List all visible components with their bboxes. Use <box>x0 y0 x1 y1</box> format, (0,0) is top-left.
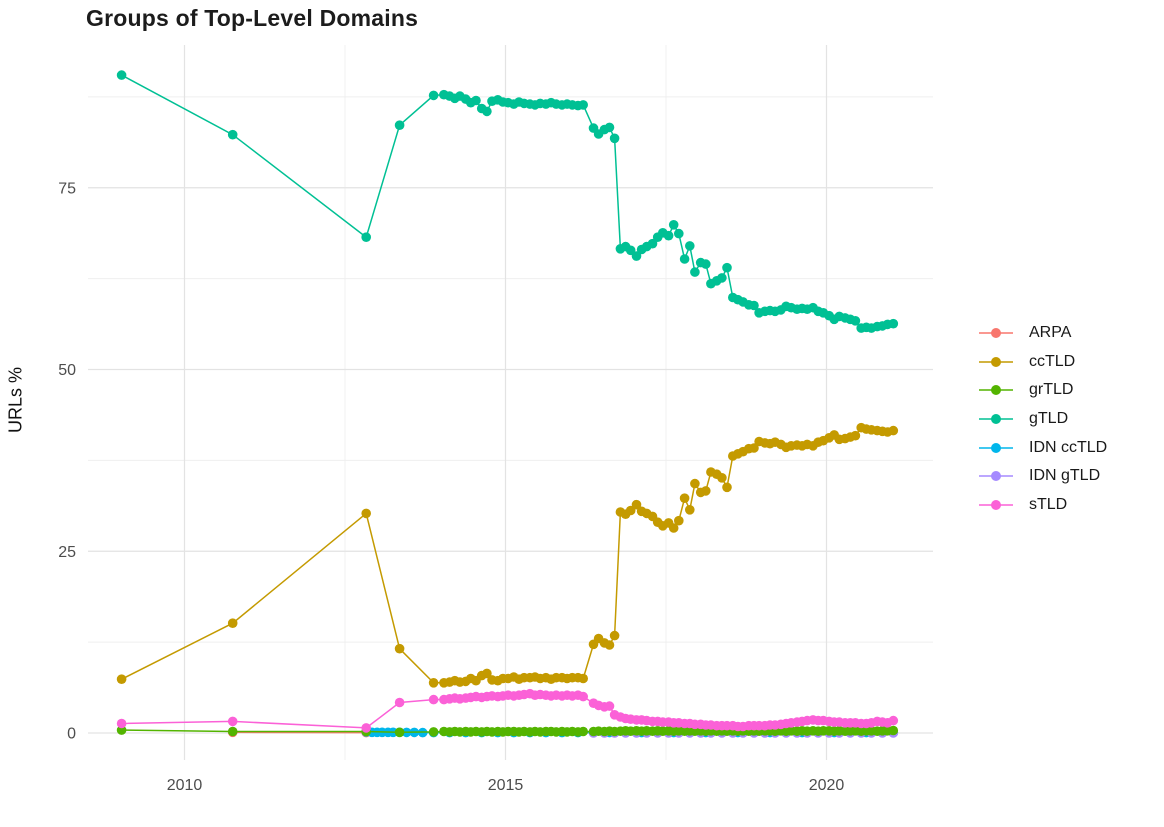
data-point-stld <box>116 718 127 729</box>
data-point-gtld <box>604 122 615 133</box>
data-point-gtld <box>690 267 700 277</box>
data-point-grtld <box>888 725 899 736</box>
data-point-cctld <box>701 486 711 496</box>
data-point-gtld <box>749 300 759 311</box>
data-point-cctld <box>625 505 636 516</box>
data-point-gtld <box>471 95 481 106</box>
legend-label: ARPA <box>1029 324 1072 342</box>
legend-key-icon <box>979 385 1013 396</box>
data-point-stld <box>394 697 405 708</box>
legend-label: gTLD <box>1029 410 1069 428</box>
data-point-cctld <box>888 425 899 436</box>
legend-key-icon <box>979 414 1013 425</box>
data-point-gtld <box>722 262 732 273</box>
data-point-cctld <box>674 515 684 526</box>
legend-item-cctld: ccTLD <box>978 348 1107 377</box>
x-tick-label: 2020 <box>809 777 845 794</box>
data-point-cctld <box>722 482 732 493</box>
data-point-cctld <box>685 505 695 515</box>
data-point-gtld <box>674 228 684 239</box>
data-point-stld <box>428 694 439 705</box>
data-point-cctld <box>850 430 861 441</box>
data-point-grtld <box>578 726 588 737</box>
y-tick-label: 25 <box>58 544 76 561</box>
legend-key-icon <box>979 499 1013 510</box>
legend: ARPA ccTLD grTLD gTLD IDN ccTLD IDN gTLD sTLD <box>978 319 1107 519</box>
legend-item-idn-cctld: IDN ccTLD <box>978 433 1107 462</box>
data-point-gtld <box>685 241 695 251</box>
legend-key-icon <box>979 328 1013 339</box>
data-point-cctld <box>749 443 759 453</box>
data-point-cctld <box>116 674 127 684</box>
data-point-cctld <box>361 508 372 519</box>
y-tick-label: 50 <box>58 362 76 379</box>
data-point-grtld <box>227 726 238 737</box>
legend-item-gtld: gTLD <box>978 405 1107 434</box>
x-tick-label: 2010 <box>167 777 203 794</box>
legend-label: sTLD <box>1029 495 1068 513</box>
data-point-gtld <box>578 100 588 110</box>
data-point-cctld <box>690 478 700 489</box>
data-point-gtld <box>701 259 711 269</box>
data-point-stld <box>227 716 238 727</box>
legend-label: ccTLD <box>1029 352 1076 370</box>
data-point-cctld <box>717 473 727 483</box>
data-point-gtld <box>668 220 679 230</box>
data-point-grtld <box>428 727 439 737</box>
legend-item-grtld: grTLD <box>978 376 1107 405</box>
data-point-gtld <box>428 90 439 101</box>
series-line-gtld <box>121 74 894 329</box>
data-point-gtld <box>394 120 405 130</box>
data-point-stld <box>888 715 899 726</box>
data-point-stld <box>578 691 588 702</box>
data-point-cctld <box>428 678 439 688</box>
y-tick-label: 75 <box>58 180 76 197</box>
data-point-stld <box>361 723 372 733</box>
data-point-gtld <box>679 254 690 264</box>
data-point-grtld <box>116 725 127 735</box>
data-point-gtld <box>625 245 636 256</box>
data-point-gtld <box>482 106 492 117</box>
data-point-gtld <box>850 316 861 326</box>
data-point-gtld <box>717 273 727 283</box>
data-point-cctld <box>604 640 615 650</box>
data-point-cctld <box>668 523 679 533</box>
series-line-cctld <box>121 426 894 684</box>
legend-key-icon <box>979 356 1013 367</box>
data-point-grtld <box>394 727 405 738</box>
legend-key-icon <box>979 471 1013 482</box>
data-point-gtld <box>227 129 238 140</box>
data-point-gtld <box>609 133 620 144</box>
y-axis-title: URLs % <box>5 366 26 434</box>
data-point-gtld <box>888 318 899 329</box>
data-point-cctld <box>578 673 588 684</box>
y-tick-label: 0 <box>67 726 76 743</box>
data-point-cctld <box>394 643 405 654</box>
data-point-stld <box>604 701 615 711</box>
data-point-cctld <box>609 630 620 641</box>
legend-item-idn-gtld: IDN gTLD <box>978 462 1107 491</box>
data-point-cctld <box>679 493 690 504</box>
data-point-gtld <box>663 230 674 241</box>
data-point-cctld <box>227 618 238 628</box>
legend-label: IDN gTLD <box>1029 467 1101 485</box>
chart-title: Groups of Top-Level Domains <box>86 5 419 31</box>
data-point-gtld <box>116 70 127 80</box>
data-point-cctld <box>482 668 492 679</box>
data-point-cctld <box>631 499 642 510</box>
legend-key-icon <box>979 442 1013 453</box>
legend-label: IDN ccTLD <box>1029 438 1108 456</box>
legend-item-stld: sTLD <box>978 491 1107 520</box>
legend-item-arpa: ARPA <box>978 319 1107 348</box>
x-tick-label: 2015 <box>488 777 524 794</box>
data-point-gtld <box>361 232 372 242</box>
data-point-gtld <box>647 238 658 249</box>
data-point-gtld <box>631 251 642 261</box>
legend-label: grTLD <box>1029 381 1074 399</box>
